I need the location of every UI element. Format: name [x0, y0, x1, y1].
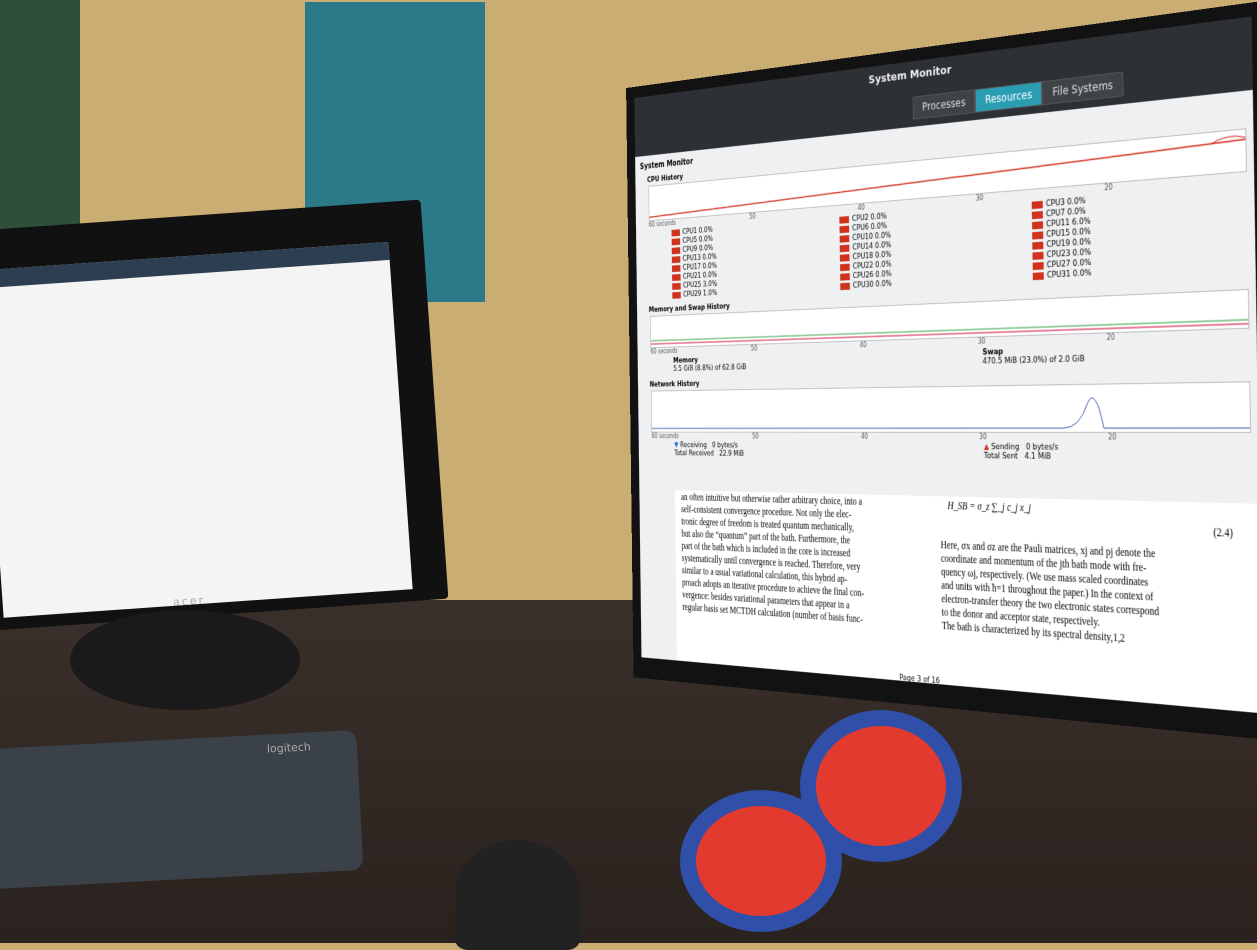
axis-label: 30: [977, 337, 986, 346]
memory-info: Memory 5.5 GiB (8.8%) of 62.8 GiB: [673, 355, 746, 373]
axis-label: 20: [1106, 333, 1116, 342]
monitor-stand: [70, 610, 300, 710]
cpu-entry: CPU29 1.0%: [672, 289, 717, 300]
page-number: Page 3 of 16: [899, 673, 940, 687]
memory-value: 5.5 GiB (8.8%) of 62.8 GiB: [673, 363, 747, 374]
cpu-entry: CPU31 0.0%: [1033, 269, 1092, 282]
monitor-brand: acer: [172, 593, 206, 609]
cpu-entry: CPU30 0.0%: [841, 280, 892, 292]
document-viewer: an often intuitive but otherwise rather …: [674, 490, 1257, 714]
axis-label: 20: [1108, 432, 1117, 442]
mouse: [455, 840, 580, 950]
axis-label: 50: [752, 432, 759, 441]
swap-info: Swap 470.5 MiB (23.0%) of 2.0 GiB: [982, 345, 1085, 367]
swap-value: 470.5 MiB (23.0%) of 2.0 GiB: [982, 354, 1085, 367]
equation: H_SB = σ_z ∑_j c_j x_j: [947, 500, 1031, 515]
receiving-rate: 0 bytes/s: [712, 441, 738, 450]
axis-label: 50: [749, 212, 756, 221]
graph-lines: [652, 382, 1251, 432]
cpu-column: CPU1 0.0% CPU5 0.0% CPU9 0.0% CPU13 0.0% CPU…: [671, 226, 717, 301]
total-received: 22.9 MiB: [719, 449, 744, 459]
left-column: an often intuitive but otherwise rather …: [681, 492, 927, 632]
screen: System Monitor Processes Resources File Sy…: [634, 16, 1257, 714]
section-heading: Network History: [649, 380, 700, 390]
left-screen: [0, 241, 413, 618]
total-received-label: Total Received: [674, 449, 714, 459]
axis-label: 60 seconds: [650, 347, 678, 356]
cpu-column: CPU2 0.0% CPU6 0.0% CPU10 0.0% CPU14 0.0% CP…: [840, 212, 892, 292]
axis-label: 30: [979, 432, 987, 441]
keyboard: logitech: [0, 729, 364, 891]
left-monitor: acer: [0, 199, 449, 631]
network-graph: [651, 381, 1251, 433]
graph-lines: [651, 290, 1249, 347]
headphone-cup: [800, 710, 962, 862]
axis-label: 50: [750, 344, 758, 353]
axis-label: 40: [859, 341, 867, 350]
painting: [0, 0, 80, 240]
axis-label: 60 seconds: [648, 219, 676, 229]
tab-bar: Processes Resources File Systems: [912, 71, 1124, 120]
axis-label: 40: [860, 432, 869, 441]
axis-label: 60 seconds: [651, 432, 679, 440]
right-monitor: System Monitor Processes Resources File Sy…: [626, 0, 1257, 741]
sending-info: ▲ Sending 0 bytes/s Total Sent 4.1 MiB: [983, 442, 1059, 462]
axis-label: 20: [1104, 182, 1113, 193]
memory-graph: [650, 288, 1249, 349]
sending-label: Sending: [991, 442, 1020, 453]
keyboard-brand: logitech: [266, 740, 312, 756]
sending-rate: 0 bytes/s: [1025, 442, 1059, 453]
tab[interactable]: File Systems: [1042, 71, 1124, 106]
app-label: System Monitor: [639, 157, 694, 172]
receiving-info: ▼ Receiving 0 bytes/s Total Received 22.9…: [674, 441, 744, 459]
receiving-label: Receiving: [680, 441, 707, 450]
right-column: Here, σx and σz are the Pauli matrices, …: [941, 539, 1257, 656]
axis-label: 30: [975, 193, 984, 203]
total-sent-label: Total Sent: [983, 451, 1018, 462]
equation-number: (2.4): [1213, 527, 1234, 540]
axis-label: 40: [857, 203, 865, 212]
cpu-column: CPU3 0.0% CPU7 0.0% CPU11 6.0% CPU15 0.0% CP…: [1032, 196, 1092, 282]
total-sent: 4.1 MiB: [1024, 452, 1051, 462]
tab[interactable]: Processes: [912, 89, 976, 120]
tab[interactable]: Resources: [975, 81, 1043, 113]
